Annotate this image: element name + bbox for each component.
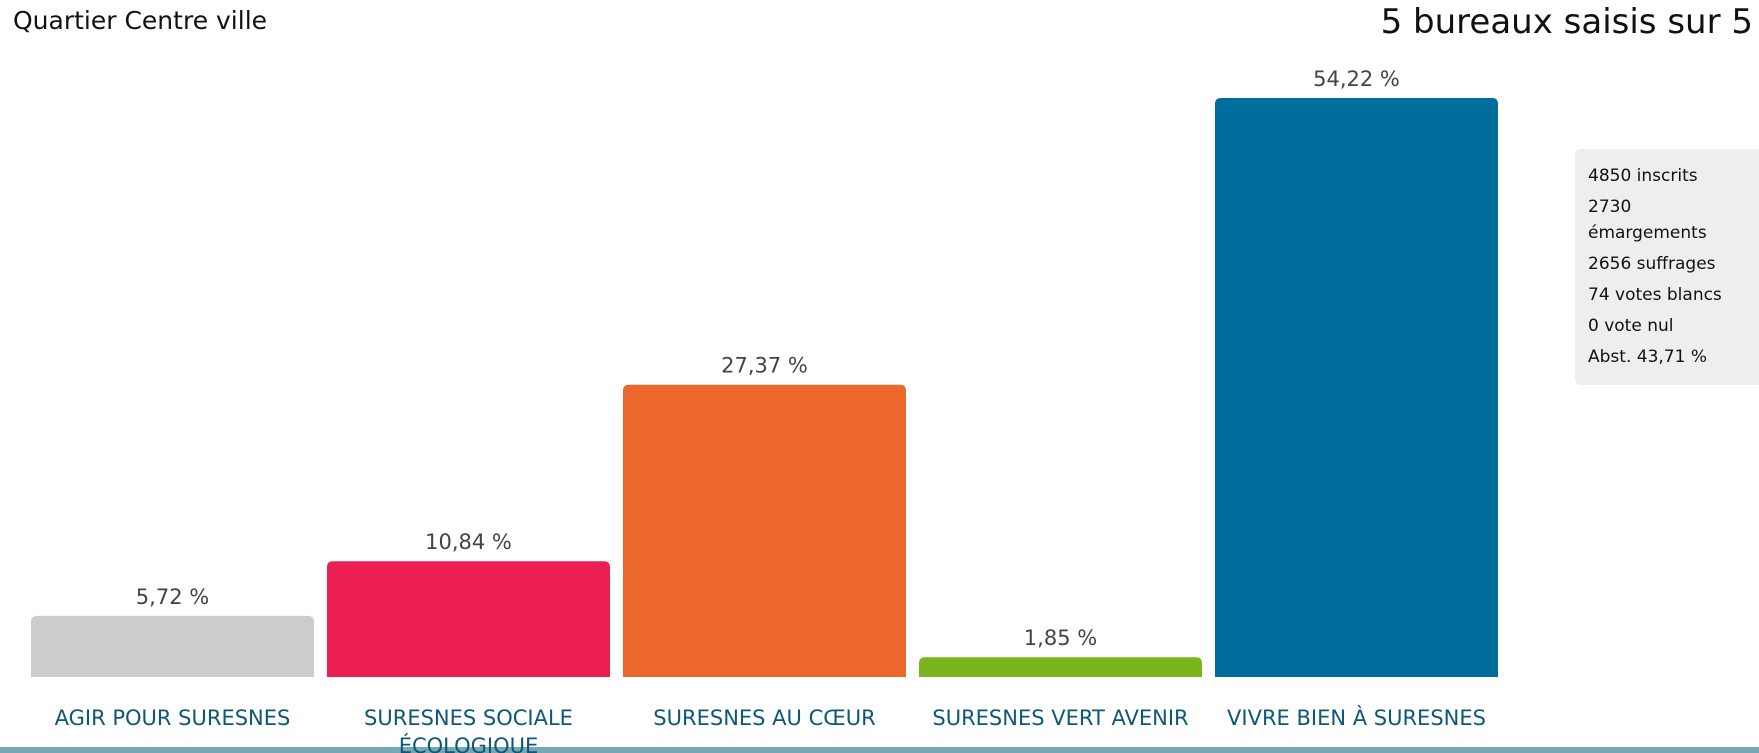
bar — [31, 615, 314, 677]
bar — [1215, 98, 1498, 677]
chart-subtitle: 5 bureaux saisis sur 5 — [1380, 2, 1753, 42]
bottom-rule — [0, 747, 1759, 753]
stat-line: 2656 suffrages — [1588, 254, 1716, 274]
bar — [327, 561, 610, 677]
stat-line: 74 votes blancs — [1588, 285, 1722, 305]
value-label: 10,84 % — [425, 530, 512, 554]
category-label: SURESNES SOCIALE ÉCOLOGIQUE — [364, 706, 573, 753]
stats-box: 4850 inscrits 2730 émargements 2656 suffra… — [1575, 149, 1759, 385]
value-label: 5,72 % — [136, 585, 209, 609]
category-label: SURESNES VERT AVENIR — [932, 706, 1189, 730]
category-label: SURESNES AU CŒUR — [653, 706, 876, 730]
value-label: 27,37 % — [721, 354, 808, 378]
chart-title: Quartier Centre ville — [13, 6, 268, 35]
bar — [623, 384, 906, 677]
value-label: 1,85 % — [1024, 626, 1097, 650]
bar — [919, 657, 1202, 677]
stat-line: 0 vote nul — [1588, 316, 1674, 336]
stat-line: Abst. 43,71 % — [1588, 347, 1707, 367]
category-label: AGIR POUR SURESNES — [54, 706, 291, 730]
stat-line: 2730 émargements — [1588, 197, 1707, 243]
value-label: 54,22 % — [1313, 67, 1400, 91]
stat-line: 4850 inscrits — [1588, 166, 1698, 186]
category-label: VIVRE BIEN À SURESNES — [1227, 706, 1486, 730]
